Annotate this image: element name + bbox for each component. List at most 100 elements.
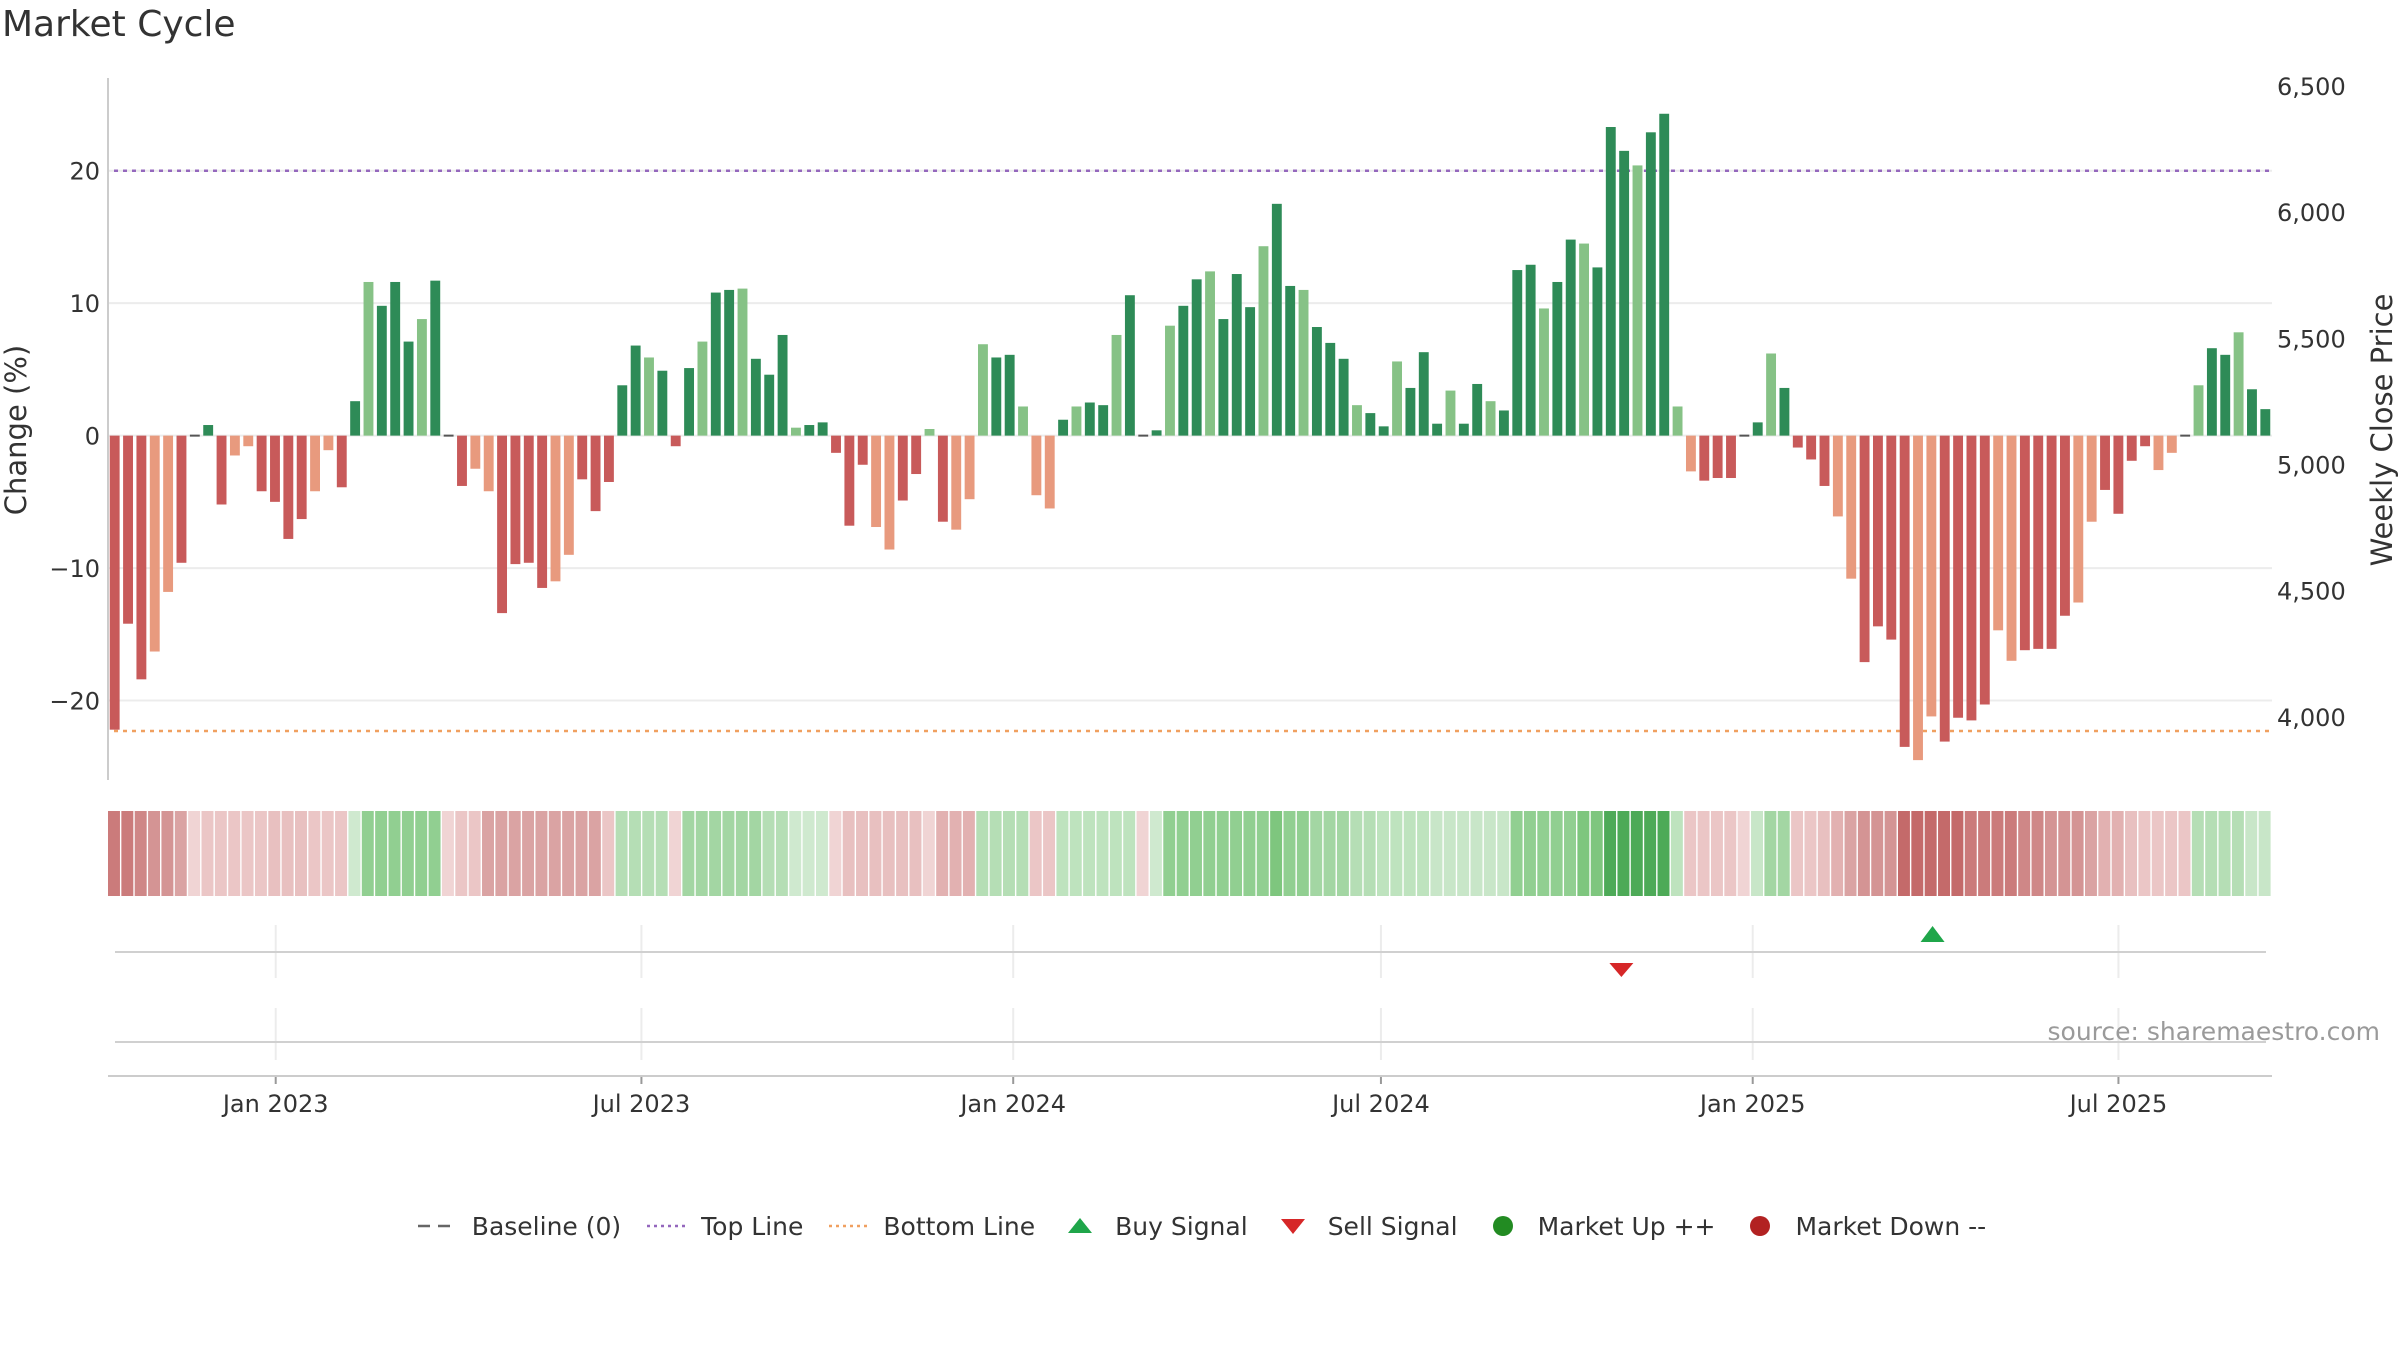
change-bar [470,435,481,469]
regime-cell [441,811,454,896]
regime-cell [2111,811,2124,896]
regime-cell [2245,811,2258,896]
change-bar [1245,307,1256,436]
change-bar [617,385,628,436]
regime-cell [602,811,615,896]
change-bar [2140,435,2151,447]
legend-item-up: Market Up ++ [1480,1211,1715,1241]
change-bar [270,435,280,502]
change-bar [1271,203,1282,436]
regime-cell [1069,811,1082,896]
regime-cell [1604,811,1617,896]
dashed-line-icon [414,1211,460,1241]
change-bar [817,422,828,436]
regime-cell [1403,811,1416,896]
regime-cell [882,811,895,896]
legend-item-buy: Buy Signal [1057,1211,1248,1241]
regime-cell [962,811,975,896]
change-bar [657,370,668,436]
regime-cell [1176,811,1189,896]
change-bar [1525,264,1536,436]
legend-item-down: Market Down -- [1737,1211,1986,1241]
change-bar [2233,332,2244,436]
regime-cell [1644,811,1657,896]
regime-cell [722,811,735,896]
y2-tick-label: 5,000 [2277,452,2346,480]
regime-cell [856,811,869,896]
regime-cell [295,811,307,896]
regime-cell [1804,811,1817,896]
regime-cell [1029,811,1042,896]
change-bar [630,345,641,436]
legend-item-sell: Sell Signal [1270,1211,1458,1241]
regime-cell [2098,811,2111,896]
regime-cell [989,811,1002,896]
regime-cell [1230,811,1243,896]
change-bar [1432,423,1443,436]
change-bar [1792,435,1803,448]
change-bar [2073,435,2084,603]
change-bar [2206,348,2217,436]
change-bar [1619,150,1630,436]
regime-cell [642,811,655,896]
change-bar [1832,435,1843,517]
regime-cell [388,811,401,896]
regime-cell [1884,811,1897,896]
regime-cell [1443,811,1456,896]
regime-cell [628,811,641,896]
change-bar [149,435,160,652]
change-bar [416,319,427,436]
change-bar [1685,435,1696,472]
regime-cell [1470,811,1483,896]
regime-cell [1817,811,1830,896]
regime-cell [415,811,428,896]
change-bar [2153,435,2164,471]
x-tick-label: Jul 2023 [591,1090,691,1118]
y-tick-label: 0 [85,423,100,451]
change-bar [1926,435,1937,717]
regime-cell [1163,811,1176,896]
change-bar [1645,132,1656,436]
change-bar [724,289,735,436]
change-bar [1084,402,1095,436]
change-bar [577,435,588,480]
change-bar [1111,334,1122,436]
change-bar [2247,389,2257,436]
change-bar [363,281,374,436]
regime-cell [1296,811,1309,896]
regime-cell [2138,811,2151,896]
change-bar [1405,387,1416,436]
regime-strip [108,811,2271,896]
regime-cell [655,811,668,896]
red-dot-icon [1737,1211,1783,1241]
change-bar [964,435,975,500]
change-bar [1378,426,1389,436]
regime-cell [615,811,628,896]
regime-cell [695,811,708,896]
change-bar [1338,358,1349,436]
regime-cell [2165,811,2178,896]
change-bar [924,429,935,436]
regime-cell [1123,811,1136,896]
regime-cell [2058,811,2071,896]
regime-cell [148,811,161,896]
regime-cell [1283,811,1296,896]
change-bar [216,435,227,505]
regime-cell [1871,811,1884,896]
regime-cell [1523,811,1536,896]
regime-cell [1016,811,1029,896]
change-bar [1913,435,1923,761]
regime-cell [1136,811,1149,896]
regime-cell [1216,811,1229,896]
change-bar [1539,308,1549,436]
regime-cell [1497,811,1510,896]
change-bar [563,435,574,555]
change-bar [550,435,561,582]
regime-cell [2004,811,2017,896]
change-bar [310,435,320,492]
regime-cell [1109,811,1122,896]
change-bar [1752,422,1763,436]
change-bar [1605,127,1616,436]
change-bar [790,427,801,436]
